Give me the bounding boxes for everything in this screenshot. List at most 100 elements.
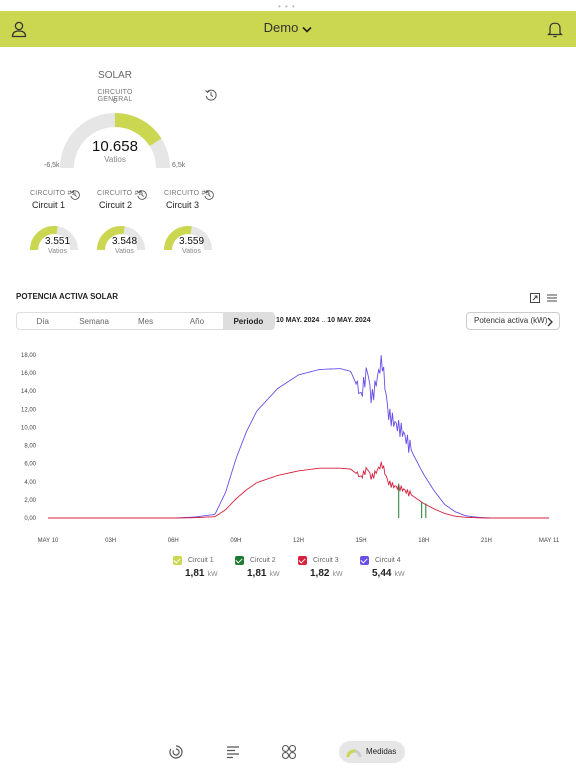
- circuit-name: Circuit 1: [32, 200, 66, 210]
- circuit-gauge: [97, 226, 145, 251]
- history-icon[interactable]: [203, 189, 215, 201]
- solar-unit: Vatios: [104, 155, 126, 164]
- power-chart: 0,00 2,00 4,00 6,00 8,00 10,00 12,00 14,00 16,00…: [21, 353, 560, 544]
- circuit-name: Circuit 2: [99, 200, 133, 210]
- bell-icon[interactable]: [546, 20, 564, 38]
- history-icon[interactable]: [69, 189, 81, 201]
- general-circuit-sub: 0: [112, 98, 118, 105]
- y-tick-label: 18,00: [21, 353, 37, 359]
- x-tick-label: 09H: [230, 538, 241, 544]
- legend-value: 1,82: [310, 568, 330, 579]
- circuit-gauge-fill: [97, 226, 125, 251]
- gauge-min-label: -6,5k: [44, 162, 60, 169]
- y-tick-label: 8,00: [24, 444, 36, 450]
- circuit-value: 3.559: [179, 236, 205, 247]
- circuit-number-label: CIRCUITO #2: [97, 190, 143, 197]
- legend-unit: kW: [207, 571, 218, 578]
- circuit-value: 3.551: [45, 236, 71, 247]
- x-tick-label: 15H: [356, 538, 367, 544]
- checkbox-icon[interactable]: [235, 556, 244, 565]
- general-circuit-label: CIRCUITO GENERAL: [97, 89, 133, 103]
- x-tick-label: 06H: [168, 538, 179, 544]
- circuit-name: Circuit 3: [166, 200, 200, 210]
- account-selector[interactable]: Demo: [240, 20, 336, 35]
- date-range[interactable]: 10 MAY. 2024.. 10 MAY. 2024: [276, 317, 371, 324]
- series-line-circuit-4: [48, 355, 549, 519]
- circuit-number-label: CIRCUITO #1: [30, 190, 76, 197]
- legend-value: 1,81: [185, 568, 205, 579]
- legend-label: Circuit 2: [250, 557, 276, 564]
- checkbox-icon[interactable]: [360, 556, 369, 565]
- user-icon[interactable]: [10, 20, 28, 38]
- chart-title: POTENCIA ACTIVA SOLAR: [16, 292, 119, 301]
- legend-label: Circuit 4: [375, 557, 401, 564]
- tab-month[interactable]: Mes: [137, 316, 154, 326]
- solar-section-label: SOLAR: [98, 70, 132, 81]
- nav-measures[interactable]: Medidas: [339, 741, 405, 763]
- expand-icon[interactable]: [529, 292, 541, 304]
- date-from: 10 MAY. 2024: [276, 317, 320, 324]
- checkbox-icon[interactable]: [173, 556, 182, 565]
- y-tick-label: 4,00: [24, 480, 36, 486]
- y-tick-label: 6,00: [24, 462, 36, 468]
- circuit-gauge-fill: [30, 226, 58, 251]
- nav-measures-label: Medidas: [366, 747, 397, 756]
- checkbox-icon[interactable]: [298, 556, 307, 565]
- metric-selector[interactable]: Potencia activa (kW): [466, 312, 560, 330]
- circuit-gauge-fill: [164, 226, 192, 251]
- drag-handle: • • •: [278, 2, 296, 11]
- y-tick-label: 10,00: [21, 425, 37, 431]
- solar-gauge-fill: [114, 113, 162, 147]
- tab-year[interactable]: Año: [189, 316, 205, 326]
- legend-item[interactable]: Circuit 4 5,44 kW: [360, 556, 420, 579]
- legend-value: 1,81: [247, 568, 267, 579]
- metric-label: Potencia activa (kW): [474, 316, 548, 325]
- x-tick-label: MAY 10: [38, 538, 59, 544]
- y-tick-label: 12,00: [21, 407, 37, 413]
- tab-day[interactable]: Día: [36, 316, 49, 326]
- legend-item[interactable]: Circuit 2 1,81 kW: [235, 556, 295, 579]
- legend-unit: kW: [394, 571, 405, 578]
- tab-period[interactable]: Periodo: [222, 313, 274, 329]
- circuit-unit: Vatios: [48, 248, 67, 255]
- account-title: Demo: [263, 20, 299, 35]
- y-tick-label: 2,00: [24, 498, 36, 504]
- legend-label: Circuit 3: [313, 557, 339, 564]
- history-icon[interactable]: [204, 88, 218, 102]
- circuit-gauge: [164, 226, 212, 251]
- circuit-unit: Vatios: [115, 248, 134, 255]
- series-line-circuit-3: [48, 461, 549, 519]
- solar-gauge: [60, 113, 170, 169]
- x-tick-label: MAY 11: [539, 538, 560, 544]
- y-tick-label: 0,00: [24, 516, 36, 522]
- chevron-right-icon: [547, 317, 553, 327]
- x-tick-label: 03H: [105, 538, 116, 544]
- y-tick-label: 14,00: [21, 389, 37, 395]
- date-separator: ..: [321, 317, 326, 324]
- y-tick-label: 16,00: [21, 371, 37, 377]
- gauge-max-label: 6,5k: [172, 162, 186, 169]
- bottom-nav: Medidas: [0, 740, 576, 766]
- chevron-down-icon: [302, 26, 312, 33]
- x-tick-label: 18H: [418, 538, 429, 544]
- x-tick-label: 21H: [481, 538, 492, 544]
- list-nav-icon[interactable]: [225, 744, 241, 760]
- legend-item[interactable]: Circuit 1 1,81 kW: [173, 556, 233, 579]
- date-to: 10 MAY. 2024: [327, 317, 371, 324]
- circuit-gauge: [30, 226, 78, 251]
- history-icon[interactable]: [136, 189, 148, 201]
- solar-value: 10.658: [92, 138, 138, 155]
- legend-label: Circuit 1: [188, 557, 214, 564]
- circles-nav-icon[interactable]: [281, 744, 297, 760]
- period-tabs: Día Semana Mes Año Periodo: [16, 312, 275, 330]
- circuit-number-label: CIRCUITO #3: [164, 190, 210, 197]
- tab-week[interactable]: Semana: [79, 316, 109, 326]
- measures-gauge-icon: [346, 749, 362, 758]
- legend-unit: kW: [269, 571, 280, 578]
- menu-icon[interactable]: [546, 292, 558, 304]
- circuit-unit: Vatios: [182, 248, 201, 255]
- legend-unit: kW: [332, 571, 343, 578]
- legend-item[interactable]: Circuit 3 1,82 kW: [298, 556, 358, 579]
- x-tick-label: 12H: [293, 538, 304, 544]
- gauge-nav-icon[interactable]: [168, 744, 184, 760]
